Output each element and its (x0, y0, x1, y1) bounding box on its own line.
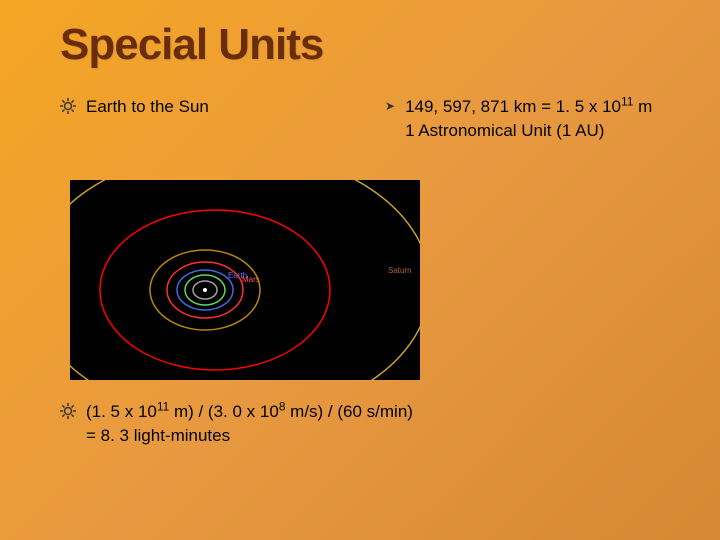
right-line1: 149, 597, 871 km = 1. 5 x 1011 m (405, 97, 652, 116)
page-title: Special Units (60, 20, 680, 70)
footer-bullet: (1. 5 x 1011 m) / (3. 0 x 108 m/s) / (60… (60, 400, 680, 448)
left-column: Earth to the Sun (60, 95, 355, 165)
gear-bullet-icon (60, 403, 76, 424)
arrow-bullet-icon: ➤ (385, 99, 395, 113)
footer-line2: = 8. 3 light-minutes (86, 426, 230, 445)
right-column: ➤ 149, 597, 871 km = 1. 5 x 1011 m 1 Ast… (385, 95, 680, 165)
orbit-diagram: EarthMarsSaturn (70, 180, 420, 380)
content-columns: Earth to the Sun ➤ 149, 597, 871 km = 1.… (60, 95, 680, 165)
right-bullet-text: 149, 597, 871 km = 1. 5 x 1011 m 1 Astro… (405, 95, 652, 143)
gear-bullet-icon (60, 98, 76, 119)
footer-text: (1. 5 x 1011 m) / (3. 0 x 108 m/s) / (60… (86, 400, 413, 448)
svg-text:Saturn: Saturn (388, 266, 412, 275)
left-bullet-text: Earth to the Sun (86, 95, 209, 119)
right-line2: 1 Astronomical Unit (1 AU) (405, 121, 604, 140)
footer-line1: (1. 5 x 1011 m) / (3. 0 x 108 m/s) / (60… (86, 402, 413, 421)
